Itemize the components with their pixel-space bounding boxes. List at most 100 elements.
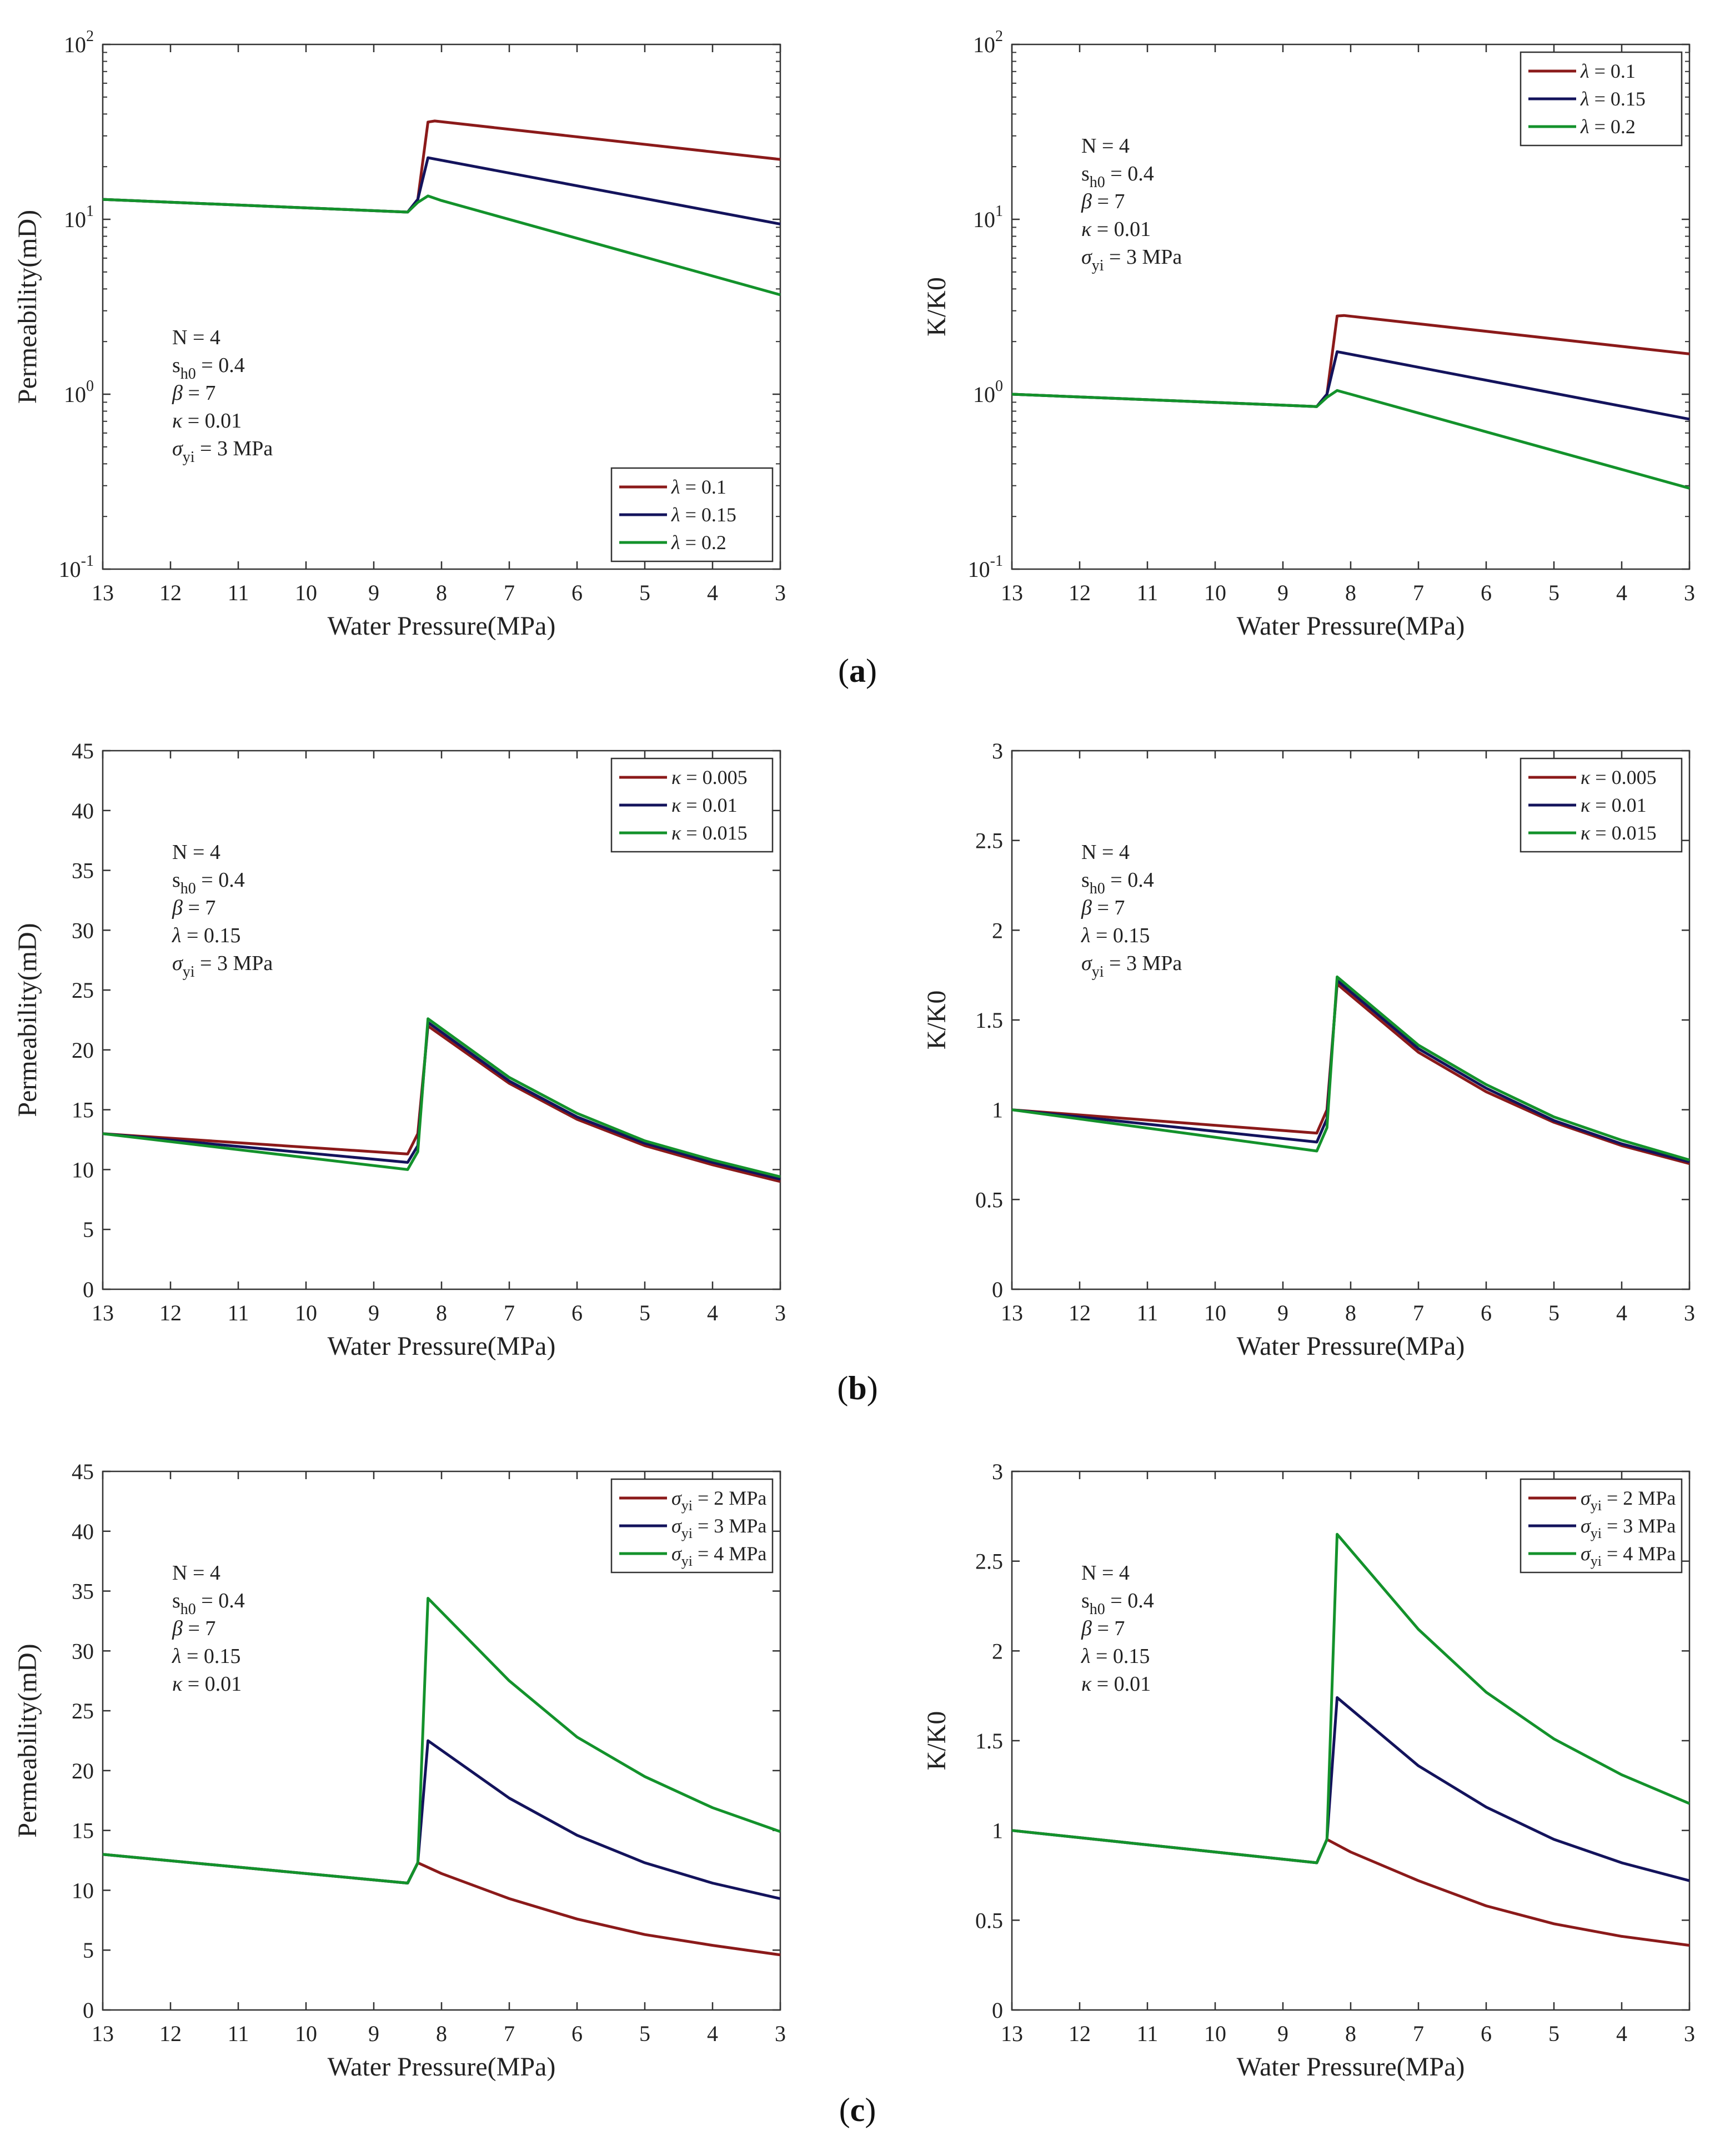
series-group — [1011, 314, 1690, 490]
x-tick-label: 6 — [1481, 2021, 1492, 2046]
parameter-line: sh0 = 0.4 — [172, 354, 245, 383]
y-axis-label: Permeability(mD) — [13, 923, 42, 1117]
y-tick-label: 35 — [72, 858, 94, 883]
legend-entry: κ = 0.005 — [671, 766, 748, 788]
x-tick-label: 4 — [707, 580, 718, 605]
y-axis: 0 5 10 15 20 25 30 35 40 45 — [72, 1459, 780, 2023]
x-tick-label: 6 — [1481, 580, 1492, 605]
legend-entry: λ = 0.2 — [671, 531, 726, 554]
x-tick-label: 12 — [1069, 2021, 1091, 2046]
y-tick-label: 10 — [72, 1878, 94, 1903]
y-axis: 0 0.5 1 1.5 2 2.5 3 — [975, 1459, 1689, 2023]
parameter-line: λ = 0.15 — [172, 1645, 240, 1668]
x-axis-label: Water Pressure(MPa) — [1237, 1331, 1465, 1361]
x-tick-label: 3 — [775, 2021, 786, 2046]
y-tick-label: 1 — [992, 1818, 1003, 1843]
legend-entry: σyi = 3 MPa — [671, 1515, 766, 1541]
series-line-2 — [102, 156, 781, 225]
parameter-line: sh0 = 0.4 — [1081, 868, 1154, 897]
y-tick-label: 3 — [992, 1459, 1003, 1484]
y-tick-label: 2.5 — [975, 828, 1003, 853]
x-tick-label: 12 — [159, 580, 182, 605]
legend-entry: σyi = 2 MPa — [1581, 1487, 1676, 1514]
y-tick-label: 0 — [992, 1277, 1003, 1302]
parameter-line: sh0 = 0.4 — [172, 868, 245, 897]
x-tick-label: 3 — [1684, 580, 1695, 605]
legend-entry: λ = 0.15 — [1580, 88, 1646, 110]
y-tick-label: 35 — [72, 1579, 94, 1604]
x-axis: 13 12 11 10 9 8 7 6 5 4 3 — [92, 1471, 786, 2046]
y-tick-label: 2.5 — [975, 1549, 1003, 1574]
panel-label-a: (a) — [838, 652, 877, 689]
legend: κ = 0.005 κ = 0.01 κ = 0.015 — [610, 757, 774, 853]
x-tick-label: 5 — [639, 580, 650, 605]
series-line-1 — [102, 1024, 781, 1183]
parameter-line: σyi = 3 MPa — [172, 437, 273, 466]
series-group — [102, 1597, 781, 1957]
x-tick-label: 12 — [1069, 1300, 1091, 1325]
x-tick-label: 11 — [1137, 580, 1159, 605]
legend-entry: λ = 0.1 — [671, 476, 726, 498]
y-tick-label: 30 — [72, 1639, 94, 1664]
parameter-line: σyi = 3 MPa — [172, 952, 273, 981]
legend: λ = 0.1 λ = 0.15 λ = 0.2 — [610, 467, 774, 562]
series-line-3 — [102, 194, 781, 296]
parameter-line: β = 7 — [1081, 1617, 1125, 1640]
x-tick-label: 3 — [1684, 1300, 1695, 1325]
x-axis-label: Water Pressure(MPa) — [1237, 611, 1465, 641]
parameter-annotation: N = 4 sh0 = 0.4β = 7 λ = 0.15 σyi = 3 MPa — [1081, 841, 1182, 981]
y-tick-label: 15 — [72, 1098, 94, 1123]
series-line-2 — [102, 1021, 781, 1181]
x-tick-label: 12 — [159, 2021, 182, 2046]
x-tick-label: 4 — [707, 1300, 718, 1325]
y-tick-label: 5 — [83, 1938, 94, 1963]
panel-label-b: (b) — [837, 1370, 877, 1406]
parameter-line: N = 4 — [172, 841, 220, 864]
series-line-2 — [1011, 979, 1690, 1163]
x-tick-label: 7 — [504, 1300, 515, 1325]
series-group — [1011, 975, 1690, 1165]
x-tick-label: 4 — [707, 2021, 718, 2046]
x-tick-label: 13 — [1001, 580, 1023, 605]
parameter-line: sh0 = 0.4 — [1081, 1589, 1154, 1618]
y-tick-label: 15 — [72, 1818, 94, 1843]
x-tick-label: 8 — [436, 580, 447, 605]
x-tick-label: 5 — [1548, 2021, 1559, 2046]
y-tick-label: 25 — [72, 978, 94, 1003]
y-axis: 10-1 100 101 102 — [968, 28, 1689, 582]
series-line-1 — [102, 1853, 781, 1957]
parameter-annotation: N = 4 sh0 = 0.4β = 7 λ = 0.15 σyi = 3 MPa — [172, 841, 273, 981]
y-tick-label: 1.5 — [975, 1008, 1003, 1033]
x-axis: 13 12 11 10 9 8 7 6 5 4 3 — [1001, 1471, 1695, 2046]
x-axis-label: Water Pressure(MPa) — [328, 1331, 556, 1361]
x-tick-label: 11 — [1137, 1300, 1159, 1325]
legend: κ = 0.005 κ = 0.01 κ = 0.015 — [1520, 757, 1683, 853]
x-tick-label: 11 — [1137, 2021, 1159, 2046]
series-line-3 — [1011, 1532, 1690, 1864]
y-tick-label: 25 — [72, 1698, 94, 1723]
y-axis: 10-1 100 101 102 — [59, 28, 780, 582]
y-tick-label: 0 — [83, 1998, 94, 2023]
parameter-line: σyi = 3 MPa — [1081, 245, 1182, 274]
x-tick-label: 9 — [368, 1300, 379, 1325]
parameter-annotation: N = 4 sh0 = 0.4β = 7 λ = 0.15 κ = 0.01 — [1081, 1561, 1154, 1696]
x-axis: 13 12 11 10 9 8 7 6 5 4 3 — [92, 44, 786, 605]
x-axis: 13 12 11 10 9 8 7 6 5 4 3 — [1001, 751, 1695, 1325]
x-tick-label: 4 — [1616, 580, 1627, 605]
parameter-line: κ = 0.01 — [172, 409, 242, 433]
x-tick-label: 7 — [504, 580, 515, 605]
x-tick-label: 13 — [1001, 1300, 1023, 1325]
panel-label-c: (c) — [839, 2092, 876, 2128]
chart-c-left: 13 12 11 10 9 8 7 6 5 4 3 Water Pressure(MPa) 0 5 10 15… — [13, 1459, 786, 2082]
x-axis: 13 12 11 10 9 8 7 6 5 4 3 — [1001, 44, 1695, 605]
x-tick-label: 6 — [571, 580, 583, 605]
series-line-1 — [1011, 982, 1690, 1165]
x-tick-label: 7 — [1413, 1300, 1424, 1325]
y-tick-label: 45 — [72, 1459, 94, 1484]
y-tick-label: 20 — [72, 1758, 94, 1783]
legend-entry: σyi = 3 MPa — [1581, 1515, 1676, 1541]
